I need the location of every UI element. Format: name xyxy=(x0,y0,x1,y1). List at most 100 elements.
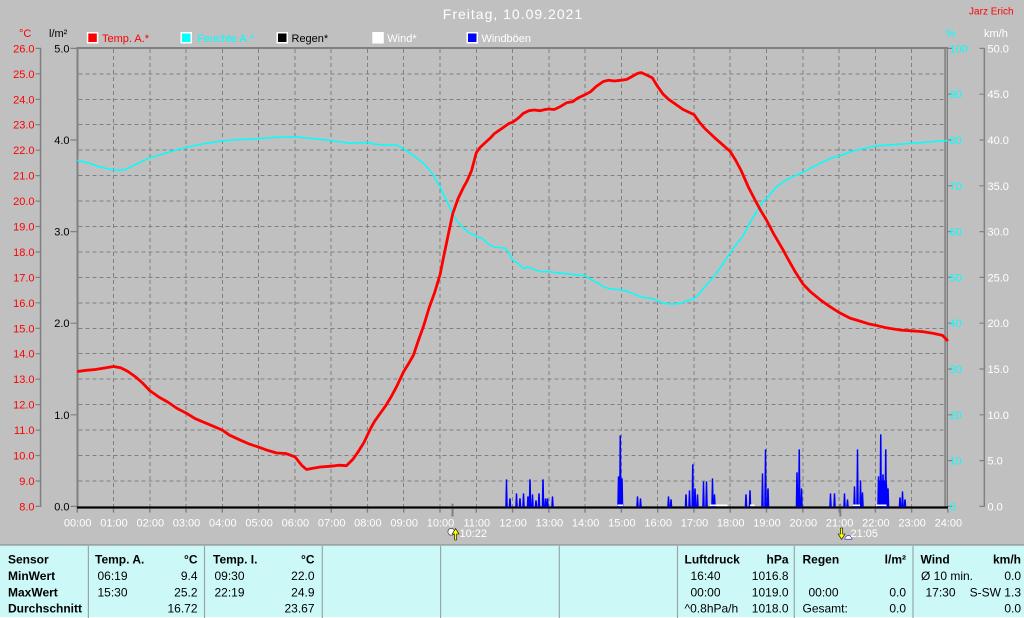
svg-text:15:00: 15:00 xyxy=(608,518,636,530)
svg-text:km/h: km/h xyxy=(984,28,1008,40)
svg-text:23:00: 23:00 xyxy=(898,518,926,530)
svg-text:17:00: 17:00 xyxy=(681,518,709,530)
svg-text:Windböen: Windböen xyxy=(482,33,532,45)
svg-text:0.0: 0.0 xyxy=(1004,569,1021,583)
svg-text:21.0: 21.0 xyxy=(13,171,34,183)
svg-text:25.0: 25.0 xyxy=(988,272,1009,284)
svg-text:Jarz Erich: Jarz Erich xyxy=(969,7,1013,18)
svg-text:°C: °C xyxy=(301,553,315,567)
svg-text:16.72: 16.72 xyxy=(167,602,197,616)
svg-text:15:30: 15:30 xyxy=(98,585,128,599)
svg-text:Wind: Wind xyxy=(921,553,950,567)
svg-text:14:00: 14:00 xyxy=(572,518,600,530)
svg-text:40.0: 40.0 xyxy=(988,135,1009,147)
svg-text:0.0: 0.0 xyxy=(1004,602,1021,616)
svg-text:3.0: 3.0 xyxy=(54,227,69,239)
svg-text:09:00: 09:00 xyxy=(390,518,418,530)
svg-text:^0.8hPa/h: ^0.8hPa/h xyxy=(685,602,739,616)
svg-text:16:40: 16:40 xyxy=(691,569,721,583)
svg-text:0: 0 xyxy=(950,501,956,513)
svg-text:Sensor: Sensor xyxy=(8,553,49,567)
svg-text:23.0: 23.0 xyxy=(13,120,34,132)
svg-text:15.0: 15.0 xyxy=(13,323,34,335)
svg-text:l/m²: l/m² xyxy=(49,28,68,40)
svg-text:18:00: 18:00 xyxy=(717,518,745,530)
svg-text:04:00: 04:00 xyxy=(209,518,237,530)
svg-text:22.0: 22.0 xyxy=(13,145,34,157)
svg-text:10:22: 10:22 xyxy=(460,528,488,540)
svg-text:Gesamt:: Gesamt: xyxy=(803,602,848,616)
svg-text:%: % xyxy=(946,28,956,40)
svg-text:10.0: 10.0 xyxy=(13,451,34,463)
svg-text:00:00: 00:00 xyxy=(64,518,92,530)
svg-text:24:00: 24:00 xyxy=(935,518,963,530)
svg-text:Temp. A.: Temp. A. xyxy=(95,553,144,567)
svg-text:30.0: 30.0 xyxy=(988,227,1009,239)
svg-text:20.0: 20.0 xyxy=(988,318,1009,330)
svg-text:19:00: 19:00 xyxy=(753,518,781,530)
svg-text:06:00: 06:00 xyxy=(282,518,310,530)
svg-text:5.0: 5.0 xyxy=(988,456,1003,468)
svg-text:8.0: 8.0 xyxy=(19,501,34,513)
svg-text:Temp. A.*: Temp. A.* xyxy=(102,33,150,45)
svg-text:16:00: 16:00 xyxy=(644,518,672,530)
svg-text:20.0: 20.0 xyxy=(13,196,34,208)
svg-text:08:00: 08:00 xyxy=(354,518,382,530)
svg-text:20:00: 20:00 xyxy=(790,518,818,530)
svg-text:05:00: 05:00 xyxy=(245,518,273,530)
svg-text:Freitag, 10.09.2021: Freitag, 10.09.2021 xyxy=(443,6,583,22)
svg-text:07:00: 07:00 xyxy=(318,518,346,530)
svg-text:90: 90 xyxy=(950,89,962,101)
svg-text:10.0: 10.0 xyxy=(988,410,1009,422)
svg-text:03:00: 03:00 xyxy=(173,518,201,530)
svg-text:22.0: 22.0 xyxy=(291,569,315,583)
svg-text:Durchschnitt: Durchschnitt xyxy=(8,602,82,616)
svg-text:45.0: 45.0 xyxy=(988,89,1009,101)
svg-text:24.9: 24.9 xyxy=(291,585,315,599)
svg-text:16.0: 16.0 xyxy=(13,298,34,310)
svg-text:21:05: 21:05 xyxy=(851,528,879,540)
svg-text:13:00: 13:00 xyxy=(536,518,564,530)
svg-text:19.0: 19.0 xyxy=(13,222,34,234)
svg-text:Temp. I.: Temp. I. xyxy=(213,553,257,567)
svg-text:20: 20 xyxy=(950,410,962,422)
svg-text:4.0: 4.0 xyxy=(54,135,69,147)
svg-text:26.0: 26.0 xyxy=(13,43,34,55)
svg-text:24.0: 24.0 xyxy=(13,94,34,106)
svg-text:35.0: 35.0 xyxy=(988,181,1009,193)
svg-text:50: 50 xyxy=(950,272,962,284)
svg-text:0.0: 0.0 xyxy=(988,501,1003,513)
svg-text:Regen*: Regen* xyxy=(292,33,329,45)
svg-text:hPa: hPa xyxy=(766,553,788,567)
svg-text:12.0: 12.0 xyxy=(13,400,34,412)
svg-text:1.0: 1.0 xyxy=(54,410,69,422)
svg-text:14.0: 14.0 xyxy=(13,349,34,361)
svg-text:15.0: 15.0 xyxy=(988,364,1009,376)
svg-text:60: 60 xyxy=(950,227,962,239)
svg-text:21:00: 21:00 xyxy=(826,518,854,530)
svg-text:1019.0: 1019.0 xyxy=(752,585,789,599)
svg-text:0.0: 0.0 xyxy=(889,585,906,599)
svg-text:01:00: 01:00 xyxy=(100,518,128,530)
svg-text:MaxWert: MaxWert xyxy=(8,585,58,599)
svg-text:00:00: 00:00 xyxy=(691,585,721,599)
svg-text:2.0: 2.0 xyxy=(54,318,69,330)
svg-text:13.0: 13.0 xyxy=(13,374,34,386)
svg-text:10: 10 xyxy=(950,456,962,468)
svg-text:80: 80 xyxy=(950,135,962,147)
svg-text:Feuchte A.*: Feuchte A.* xyxy=(197,33,255,45)
svg-text:50.0: 50.0 xyxy=(988,43,1009,55)
svg-text:S-SW 1.3: S-SW 1.3 xyxy=(970,585,1022,599)
svg-text:9.4: 9.4 xyxy=(181,569,198,583)
svg-text:40: 40 xyxy=(950,318,962,330)
svg-text:Wind*: Wind* xyxy=(387,33,417,45)
svg-text:1016.8: 1016.8 xyxy=(752,569,789,583)
svg-text:Regen: Regen xyxy=(803,553,840,567)
svg-text:06:19: 06:19 xyxy=(98,569,128,583)
svg-text:MinWert: MinWert xyxy=(8,569,55,583)
svg-text:Ø 10 min.: Ø 10 min. xyxy=(921,569,973,583)
svg-text:°C: °C xyxy=(19,28,31,40)
svg-text:1018.0: 1018.0 xyxy=(752,602,789,616)
svg-text:12:00: 12:00 xyxy=(499,518,527,530)
svg-text:22:00: 22:00 xyxy=(862,518,890,530)
